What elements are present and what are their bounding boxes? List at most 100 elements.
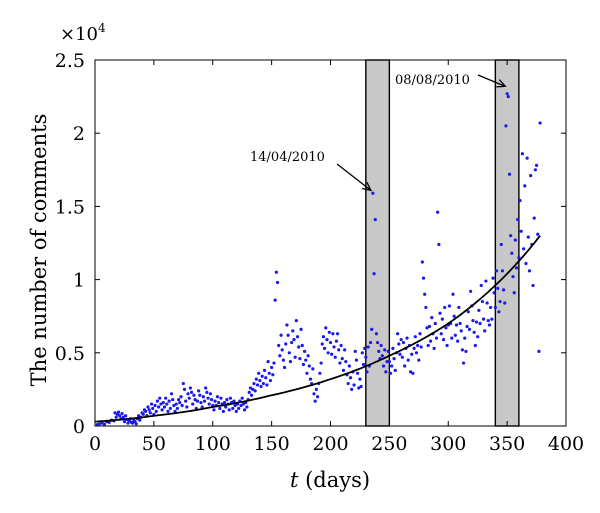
- data-point: [344, 359, 348, 364]
- data-point: [522, 247, 526, 251]
- data-point: [358, 377, 362, 381]
- data-point: [149, 402, 154, 406]
- data-point: [417, 358, 421, 362]
- data-point: [518, 198, 522, 203]
- data-point: [200, 405, 204, 409]
- data-point: [245, 405, 249, 409]
- data-point: [463, 336, 467, 340]
- data-point: [366, 345, 370, 349]
- data-point: [174, 402, 178, 406]
- data-point: [469, 289, 473, 293]
- data-point: [491, 276, 495, 280]
- data-point: [443, 305, 447, 310]
- data-point: [311, 367, 315, 371]
- data-point: [326, 351, 330, 355]
- data-point: [294, 318, 298, 323]
- data-point: [257, 371, 261, 375]
- data-point: [193, 398, 197, 402]
- x-axis-ticks: 0 50 100 150 200 250 300 350 400: [89, 60, 584, 455]
- data-point: [228, 396, 233, 400]
- data-point: [399, 338, 403, 342]
- data-point: [120, 411, 124, 416]
- data-point: [498, 299, 502, 304]
- data-point: [335, 332, 340, 336]
- data-point: [471, 318, 475, 323]
- data-point: [187, 396, 191, 400]
- data-point: [331, 332, 335, 336]
- data-point: [156, 405, 161, 409]
- data-point: [272, 361, 276, 365]
- data-point: [513, 238, 517, 242]
- data-point: [456, 339, 460, 343]
- data-point: [424, 305, 428, 310]
- data-point: [321, 335, 326, 339]
- y-axis-ticks: 0 0.5 1 1.5 2 2.5: [55, 50, 566, 438]
- data-point: [242, 408, 247, 412]
- data-point: [134, 422, 138, 426]
- x-tick-label: 0: [89, 433, 101, 455]
- data-point: [278, 354, 282, 358]
- data-point: [414, 351, 419, 355]
- data-point: [116, 410, 121, 414]
- data-point: [295, 335, 300, 339]
- data-point: [161, 400, 165, 405]
- data-point: [192, 393, 196, 397]
- data-point: [341, 368, 346, 372]
- data-point: [323, 346, 327, 351]
- data-point: [138, 418, 142, 422]
- data-point: [490, 317, 494, 321]
- data-point: [381, 364, 386, 368]
- data-point: [285, 323, 289, 327]
- data-point: [517, 256, 521, 260]
- data-point: [313, 399, 317, 403]
- data-point: [237, 406, 241, 411]
- data-point: [451, 292, 455, 296]
- data-point: [492, 291, 496, 295]
- data-point: [444, 326, 448, 330]
- data-point: [485, 301, 489, 305]
- data-point: [306, 354, 310, 358]
- data-point: [364, 355, 368, 359]
- data-point: [275, 280, 280, 285]
- data-point: [371, 191, 375, 195]
- data-point: [390, 364, 394, 368]
- data-point: [393, 368, 397, 372]
- data-point: [274, 270, 278, 274]
- data-point: [312, 392, 316, 396]
- data-point: [434, 336, 439, 340]
- data-point: [102, 422, 107, 426]
- data-point: [273, 298, 277, 302]
- data-point: [350, 387, 354, 391]
- data-point: [500, 269, 505, 273]
- data-point: [447, 304, 452, 308]
- data-point: [537, 349, 541, 353]
- data-point: [536, 232, 540, 236]
- data-point: [461, 361, 466, 365]
- data-point: [439, 332, 443, 336]
- data-point: [397, 342, 401, 346]
- y-axis-label: The number of comments: [27, 114, 51, 387]
- data-point: [507, 172, 512, 176]
- data-point: [412, 346, 416, 351]
- data-point: [494, 269, 499, 273]
- highlight-bands: [365, 59, 520, 427]
- annotation-arrow: [336, 163, 372, 191]
- data-point: [533, 168, 537, 172]
- data-point: [144, 409, 148, 413]
- data-point: [405, 336, 409, 340]
- data-point: [287, 351, 291, 355]
- data-point: [247, 390, 251, 394]
- data-point: [413, 335, 417, 339]
- data-point: [478, 321, 482, 326]
- data-point: [334, 339, 338, 343]
- data-point: [168, 406, 172, 411]
- data-point: [146, 405, 150, 409]
- data-point: [147, 408, 151, 412]
- data-point: [172, 403, 176, 408]
- data-point: [453, 333, 457, 337]
- y-tick-label: 1: [73, 270, 85, 292]
- data-point: [458, 321, 462, 326]
- data-point: [410, 352, 414, 356]
- data-point: [520, 152, 525, 156]
- data-point: [373, 217, 377, 222]
